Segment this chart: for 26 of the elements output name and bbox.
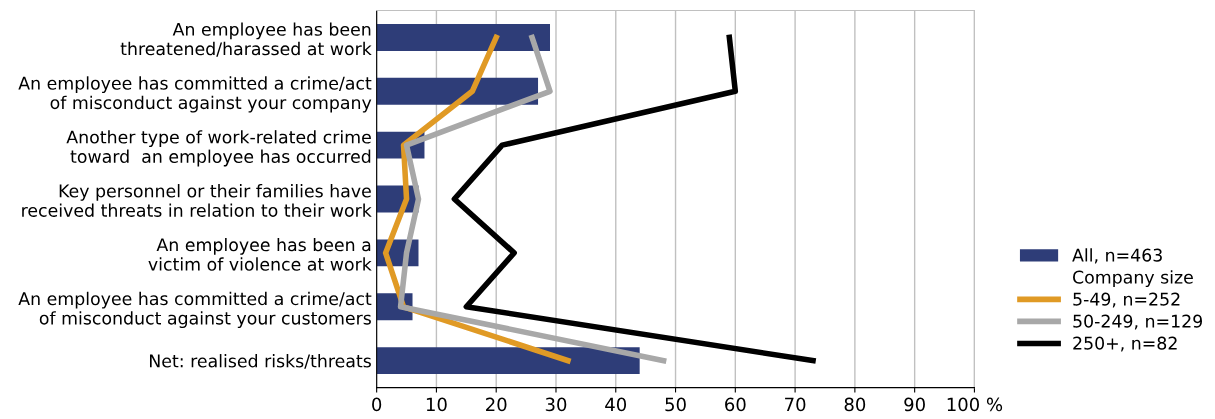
- y-tick-label: An employee has been threatened/harassed at work: [120, 22, 372, 57]
- y-tick-label: An employee has been a victim of violence at work: [148, 237, 372, 271]
- legend-title: Company size: [1073, 270, 1193, 288]
- bar: [376, 77, 539, 105]
- x-tick-label: 100 %: [947, 397, 1003, 412]
- legend-label: 50-249, n=129: [1073, 314, 1203, 330]
- x-tick-label: 10: [426, 397, 447, 412]
- legend-label: 5-49, n=252: [1073, 292, 1180, 308]
- bar: [376, 347, 640, 375]
- x-tick-label: 50: [665, 397, 686, 412]
- x-tick-label: 70: [785, 397, 806, 412]
- x-tick-label: 90: [904, 397, 925, 412]
- x-tick-label: 30: [545, 397, 567, 412]
- y-tick-label: An employee has committed a crime/act of misconduct against your customers: [18, 291, 372, 329]
- x-tick-label: 40: [605, 397, 627, 412]
- y-tick-label: Another type of work-related crime toward an employee has occurred: [66, 130, 371, 167]
- x-tick-label: 20: [486, 397, 507, 412]
- x-tick-label: 0: [372, 397, 382, 412]
- bar: [376, 23, 551, 51]
- y-tick-label: Net: realised risks/threats: [149, 354, 371, 369]
- x-tick-label: 80: [844, 397, 866, 412]
- y-tick-label: An employee has committed a crime/act of misconduct against your company: [18, 76, 372, 113]
- y-tick-label: Key personnel or their families have received threats in relation to their work: [22, 184, 372, 217]
- legend-label: 250+, n=82: [1073, 336, 1177, 352]
- legend-label: All, n=463: [1072, 248, 1162, 264]
- x-tick-label: 60: [725, 397, 746, 412]
